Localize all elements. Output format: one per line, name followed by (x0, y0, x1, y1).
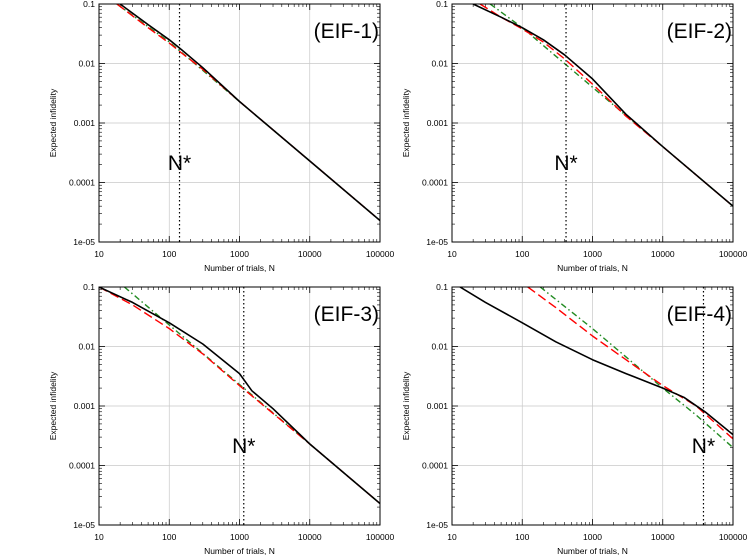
y-tick-label: 0.001 (427, 401, 449, 411)
x-tick-label: 10000 (298, 249, 322, 259)
x-tick-label: 100 (162, 532, 176, 542)
panel-label: (EIF-3) (314, 303, 379, 326)
y-tick-label: 0.1 (83, 282, 95, 292)
x-tick-label: 10 (447, 249, 457, 259)
y-tick-label: 0.01 (431, 342, 448, 352)
y-tick-label: 1e-05 (426, 520, 448, 530)
y-tick-label: 0.01 (78, 59, 95, 69)
x-tick-label: 10 (94, 249, 104, 259)
x-axis-title: Number of trials, N (204, 546, 275, 556)
y-tick-label: 0.001 (74, 118, 96, 128)
panel-label: (EIF-4) (667, 303, 732, 326)
x-tick-label: 1000 (230, 249, 249, 259)
x-tick-label: 1000 (583, 532, 602, 542)
series-line-black (459, 287, 733, 436)
y-axis-title: Expected infidelity (401, 88, 411, 157)
plot-frame (98, 3, 381, 243)
y-tick-label: 0.1 (436, 282, 448, 292)
y-tick-label: 0.0001 (422, 461, 448, 471)
y-tick-label: 0.1 (83, 0, 95, 9)
x-tick-label: 10 (94, 532, 104, 542)
series-line-red (527, 287, 733, 440)
x-tick-label: 100000 (366, 532, 395, 542)
panel-label: (EIF-1) (314, 20, 379, 43)
y-axis-title: Expected infidelity (401, 371, 411, 440)
series-line-red (116, 4, 380, 222)
x-tick-label: 10 (447, 532, 457, 542)
y-tick-label: 0.001 (427, 118, 449, 128)
n-star-label: N* (554, 152, 577, 175)
chart-panel-4: N* (EIF-4) 10 100 1000 10000 100000 1e-05 0.0001… (401, 282, 747, 556)
x-tick-label: 100 (515, 249, 529, 259)
x-tick-label: 100000 (366, 249, 395, 259)
y-tick-label: 1e-05 (426, 237, 448, 247)
x-tick-label: 100000 (719, 532, 747, 542)
plot-frame (98, 286, 381, 526)
y-axis-title: Expected infidelity (48, 371, 58, 440)
chart-panel-1: N* (EIF-1) 10 100 1000 10000 100000 1e-05 0.0001… (48, 0, 394, 273)
x-tick-label: 10000 (651, 249, 675, 259)
x-tick-label: 10000 (298, 532, 322, 542)
x-tick-label: 10000 (651, 532, 675, 542)
y-tick-label: 1e-05 (73, 520, 95, 530)
y-axis-title: Expected infidelity (48, 88, 58, 157)
chart-panel-3: N* (EIF-3) 10 100 1000 10000 100000 1e-05 0.0001… (48, 282, 394, 556)
y-tick-label: 0.01 (78, 342, 95, 352)
plot-frame (451, 3, 734, 243)
y-tick-label: 0.01 (431, 59, 448, 69)
y-tick-label: 0.001 (74, 401, 96, 411)
y-tick-label: 0.0001 (69, 178, 95, 188)
x-tick-label: 100 (162, 249, 176, 259)
series-line-black (99, 287, 380, 505)
x-tick-label: 100000 (719, 249, 747, 259)
x-axis-title: Number of trials, N (557, 546, 628, 556)
series-line-black (119, 4, 380, 222)
x-axis-title: Number of trials, N (204, 263, 275, 273)
n-star-label: N* (692, 435, 715, 458)
n-star-label: N* (232, 435, 255, 458)
x-tick-label: 1000 (230, 532, 249, 542)
chart-panel-2: N* (EIF-2) 10 100 1000 10000 100000 1e-05 0.0001… (401, 0, 747, 273)
n-star-label: N* (168, 152, 191, 175)
y-tick-label: 1e-05 (73, 237, 95, 247)
y-tick-label: 0.0001 (422, 178, 448, 188)
y-tick-label: 0.1 (436, 0, 448, 9)
x-tick-label: 1000 (583, 249, 602, 259)
panel-label: (EIF-2) (667, 20, 732, 43)
series-line-black (472, 4, 733, 207)
x-axis-title: Number of trials, N (557, 263, 628, 273)
y-tick-label: 0.0001 (69, 461, 95, 471)
plot-frame (451, 286, 734, 526)
x-tick-label: 100 (515, 532, 529, 542)
